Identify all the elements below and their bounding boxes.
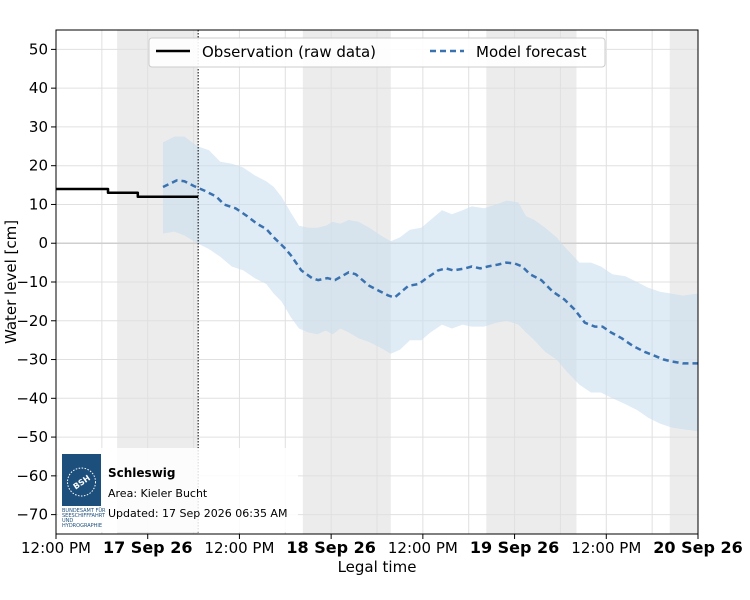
x-tick-label-3: 18 Sep 26 [286,538,376,557]
bsh-logo-caption-3: UND [62,518,73,524]
y-tick-label-1: 40 [29,79,48,97]
y-tick-label-12: −70 [16,506,48,524]
y-axis-ticks: 50 40 30 20 10 0 −10 −20 −30 −40 −50 −60 −70 [16,40,56,524]
x-axis-ticks: 12:00 PM 17 Sep 26 12:00 PM 18 Sep 26 12:00 … [21,534,743,557]
y-tick-label-3: 20 [29,157,48,175]
station-area: Area: Kieler Bucht [108,487,208,500]
forecast-band-layer [163,136,698,432]
forecast-line [162,179,698,365]
y-tick-label-2: 30 [29,118,48,136]
legend: Observation (raw data) Model forecast [148,37,606,68]
y-tick-label-5: 0 [38,234,48,252]
y-tick-label-9: −40 [16,389,48,407]
x-tick-label-7: 20 Sep 26 [653,538,743,557]
legend-box [148,37,606,68]
updated-timestamp: Updated: 17 Sep 2026 06:35 AM [108,507,287,520]
y-tick-label-10: −50 [16,428,48,446]
forecast-uncertainty-band [163,136,698,432]
y-tick-label-8: −30 [16,351,48,369]
y-axis-title: Water level [cm] [2,220,20,344]
y-tick-label-0: 50 [29,40,48,58]
legend-observation-label: Observation (raw data) [202,43,376,61]
legend-forecast-label: Model forecast [476,43,587,61]
x-tick-label-4: 12:00 PM [388,539,458,557]
bsh-logo-caption-1: BUNDESAMT FÜR [62,507,106,514]
observation-line [56,187,199,198]
bsh-logo-caption-2: SEESCHIFFFAHRT [62,513,106,519]
series-layer [56,179,698,365]
y-tick-label-7: −20 [16,312,48,330]
bsh-logo-caption-4: HYDROGRAPHIE [62,523,102,529]
x-axis-title: Legal time [338,558,417,576]
bsh-logo-ring-icon [67,467,96,497]
y-tick-label-11: −60 [16,467,48,485]
y-tick-label-6: −10 [16,273,48,291]
x-tick-label-1: 17 Sep 26 [103,538,193,557]
x-tick-label-5: 19 Sep 26 [470,538,560,557]
y-tick-label-4: 10 [29,195,48,213]
bsh-logo: BSH BUNDESAMT FÜR SEESCHIFFFAHRT UND HYD… [62,454,106,529]
station-name: Schleswig [108,466,175,480]
x-tick-label-0: 12:00 PM [21,539,91,557]
x-tick-label-6: 12:00 PM [571,539,641,557]
x-tick-label-2: 12:00 PM [204,539,274,557]
bsh-logo-square [62,454,101,506]
info-box: BSH BUNDESAMT FÜR SEESCHIFFFAHRT UND HYD… [58,448,298,532]
